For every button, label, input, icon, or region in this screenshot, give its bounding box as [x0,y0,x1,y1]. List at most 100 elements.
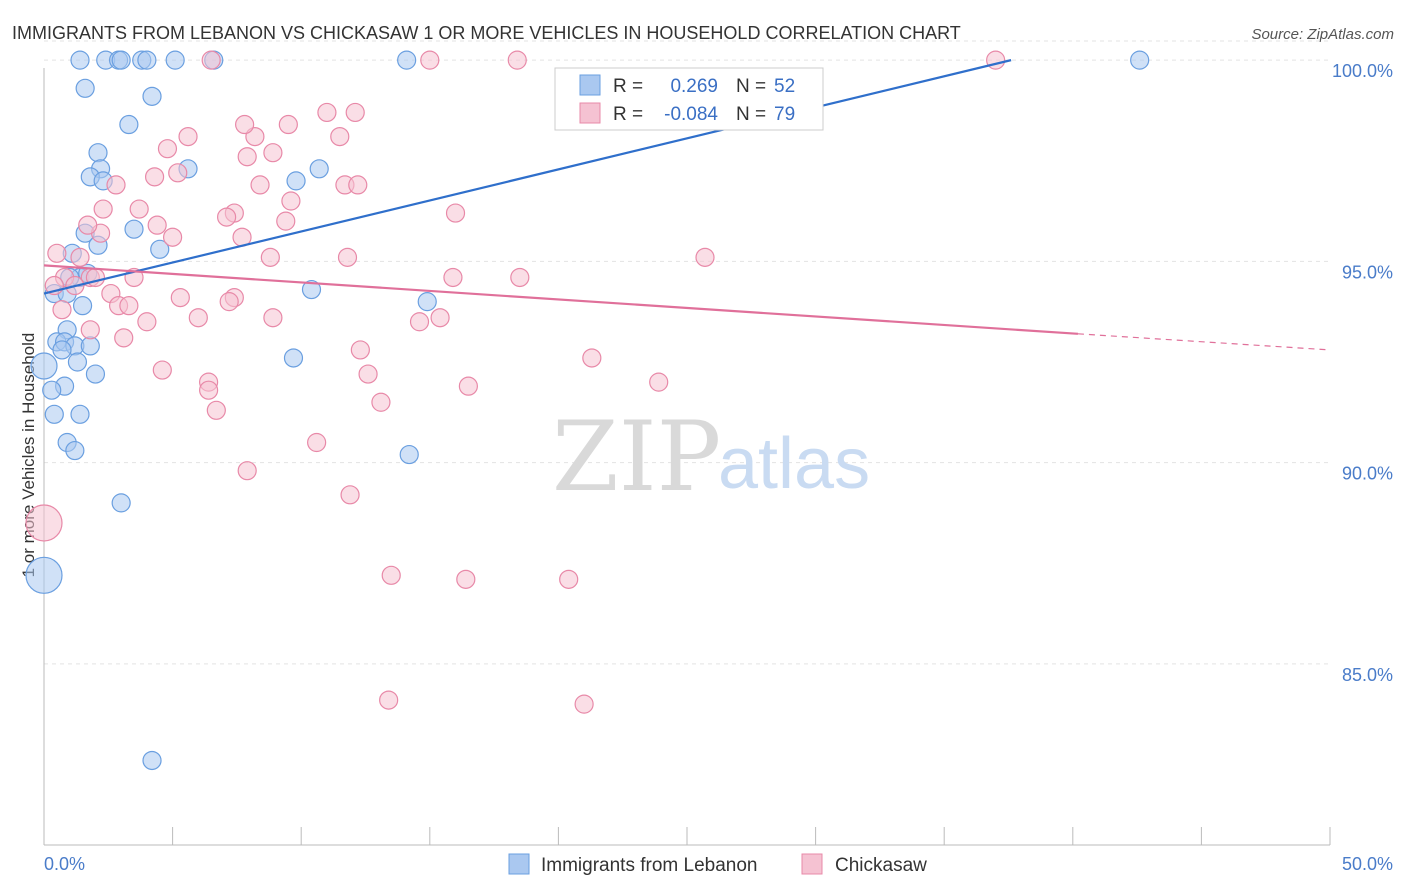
data-point-1-36 [70,247,90,267]
data-point-0-50 [111,493,131,513]
data-point-1-51 [52,300,72,320]
data-point-1-60 [582,348,602,368]
data-point-1-56 [137,312,157,332]
x-tick-label-0: 0.0% [44,854,85,874]
y-tick-labels: 85.0% 90.0% 95.0% 100.0% [1332,61,1393,685]
y-tick-label-1: 90.0% [1342,464,1393,484]
data-point-1-77 [574,694,594,714]
data-point-1-12 [237,147,257,167]
trend-line-0 [43,59,1012,295]
data-point-1-19 [348,175,368,195]
axes [43,68,1331,846]
chart-source: Source: ZipAtlas.com [1251,26,1394,43]
data-point-1-1 [420,50,440,70]
data-point-1-58 [114,328,134,348]
data-point-1-72 [25,504,63,542]
trend-line-1 [43,264,1079,335]
chart-title: IMMIGRANTS FROM LEBANON VS CHICKASAW 1 O… [12,23,961,43]
data-point-0-48 [65,440,85,461]
series-legend: Immigrants from Lebanon Chickasaw [508,853,927,876]
grid-lines [44,40,1330,665]
stats-legend-n-value-chickasaw: 79 [774,104,795,125]
data-point-0-31 [72,296,93,316]
data-point-0-10 [75,78,95,98]
data-point-1-74 [456,569,476,589]
data-point-0-52 [142,750,162,771]
data-point-1-71 [340,485,360,505]
data-point-1-5 [345,102,365,123]
trend-line-dashed-1 [1077,333,1331,351]
data-point-0-12 [119,114,139,135]
data-point-1-2 [507,50,527,70]
data-point-0-24 [150,239,170,259]
data-point-1-24 [93,199,113,219]
data-point-0-18 [286,171,306,191]
data-point-1-46 [170,288,190,308]
data-point-1-68 [206,400,226,420]
y-tick-label-2: 95.0% [1342,262,1393,282]
data-point-1-41 [443,267,463,288]
data-point-1-22 [217,207,237,227]
y-tick-label-3: 100.0% [1332,61,1393,81]
legend-swatch-lebanon [508,853,530,875]
data-point-1-15 [144,167,165,187]
data-point-1-76 [379,690,399,710]
watermark: ZIP atlas [552,401,870,513]
data-point-0-3 [111,50,131,70]
data-point-1-14 [168,163,188,183]
data-point-0-37 [80,336,100,356]
data-point-1-66 [649,372,669,392]
data-point-1-0 [201,50,221,70]
data-point-1-50 [119,296,139,316]
data-point-0-45 [44,404,64,424]
data-point-0-39 [67,352,88,372]
data-point-1-62 [358,364,378,384]
stats-legend-n-value-lebanon: 52 [774,76,795,97]
data-point-1-26 [445,203,466,223]
series-points [25,50,1150,771]
stats-legend: R = 0.269 N = 52 R = -0.084 N = 79 [554,67,824,131]
data-point-1-67 [371,392,391,412]
data-point-0-49 [399,444,419,465]
series-0-points [25,50,1150,771]
data-point-0-42 [30,352,58,380]
data-point-1-57 [80,320,100,340]
y-tick-label-0: 85.0% [1342,665,1393,685]
data-point-1-13 [263,143,283,163]
stats-legend-r-label-lebanon: R = [613,76,643,97]
data-point-0-38 [52,340,72,360]
data-point-0-11 [142,86,162,106]
watermark-zip: ZIP [552,401,721,513]
data-point-0-8 [397,50,417,70]
data-point-1-52 [188,308,208,328]
data-point-1-54 [409,312,430,332]
data-point-0-13 [88,143,108,163]
data-point-0-9 [1130,50,1150,70]
data-point-1-70 [237,461,257,481]
legend-label-lebanon: Immigrants from Lebanon [541,855,758,876]
data-point-0-51 [25,556,63,594]
stats-legend-swatch-chickasaw [579,102,601,124]
stats-legend-n-label-chickasaw: N = [736,104,766,125]
stats-legend-swatch-lebanon [579,74,601,96]
data-point-0-46 [70,404,90,424]
watermark-atlas: atlas [718,424,870,504]
data-point-1-4 [317,102,337,123]
data-point-0-19 [309,159,329,179]
x-tick-label-1: 50.0% [1342,854,1393,874]
data-point-0-32 [417,292,437,312]
data-point-0-5 [137,50,157,70]
data-point-0-6 [165,50,185,70]
data-point-1-8 [235,114,255,135]
data-point-1-59 [350,340,370,360]
data-point-1-30 [163,227,183,247]
data-point-1-33 [260,247,280,267]
data-point-1-16 [106,175,126,195]
data-point-1-9 [330,127,350,147]
data-point-0-20 [124,219,144,239]
data-point-1-35 [695,247,715,267]
data-point-1-32 [47,243,67,263]
data-point-1-11 [157,139,178,159]
data-point-0-44 [42,380,62,400]
data-point-0-40 [283,348,304,368]
